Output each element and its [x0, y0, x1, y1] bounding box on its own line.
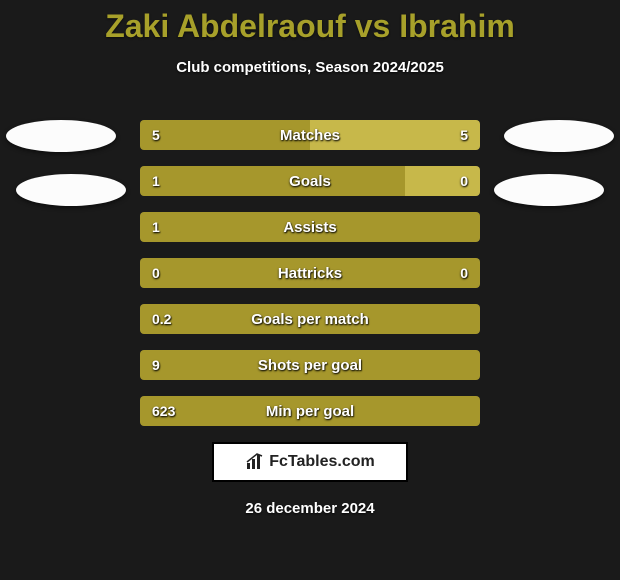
- stat-fill-left: [140, 120, 310, 150]
- player-left-avatar-1: [6, 120, 116, 152]
- stat-row: Matches55: [140, 120, 480, 150]
- chart-icon: [245, 453, 265, 471]
- date-label: 26 december 2024: [0, 500, 620, 517]
- stat-row: Hattricks00: [140, 258, 480, 288]
- stat-fill-left: [140, 304, 480, 334]
- stat-fill-left: [140, 166, 405, 196]
- stat-fill-left: [140, 350, 480, 380]
- player-left-avatar-2: [16, 174, 126, 206]
- subtitle: Club competitions, Season 2024/2025: [0, 59, 620, 76]
- stat-row: Assists1: [140, 212, 480, 242]
- stats-container: Matches55 Goals10 Assists1 Hattricks00 Goals…: [140, 120, 480, 442]
- stat-row: Min per goal623: [140, 396, 480, 426]
- stat-row: Goals per match0.2: [140, 304, 480, 334]
- stat-fill-right: [405, 166, 480, 196]
- stat-fill-left: [140, 212, 480, 242]
- stat-row: Goals10: [140, 166, 480, 196]
- stat-fill-left: [140, 396, 480, 426]
- page-title: Zaki Abdelraouf vs Ibrahim: [0, 0, 620, 45]
- player-right-avatar-1: [504, 120, 614, 152]
- player-right-avatar-2: [494, 174, 604, 206]
- stat-row: Shots per goal9: [140, 350, 480, 380]
- stat-fill-right: [310, 120, 480, 150]
- stat-fill-left: [140, 258, 480, 288]
- brand-text: FcTables.com: [269, 453, 375, 471]
- brand-badge[interactable]: FcTables.com: [212, 442, 408, 482]
